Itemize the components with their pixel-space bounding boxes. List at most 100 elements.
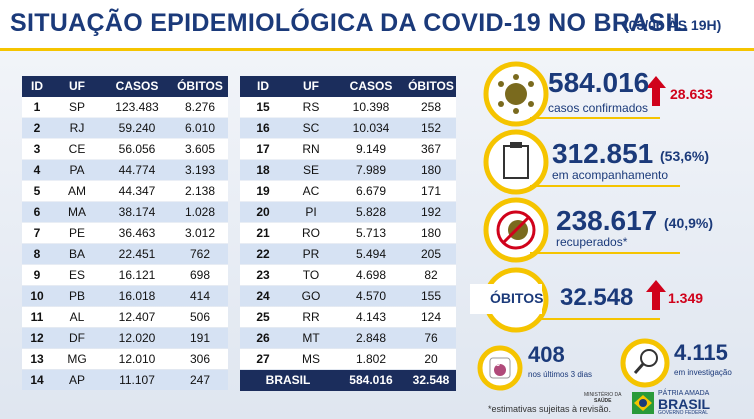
table-cell: 1.028: [184, 205, 216, 219]
table-cell: MS: [302, 352, 320, 366]
table-cell: 205: [420, 247, 442, 261]
table-cell: 192: [420, 205, 442, 219]
table-cell: 20: [424, 352, 438, 366]
table-cell: 44.347: [118, 184, 156, 198]
table-cell: GO: [301, 289, 321, 303]
table-cell: 1.802: [355, 352, 387, 366]
table-cell: 6: [33, 205, 41, 219]
recovered-value: 238.617: [556, 205, 658, 236]
table-row: [240, 139, 456, 159]
table-cell: 5.828: [355, 205, 387, 219]
table-cell: 15: [256, 100, 270, 114]
investigation-value: 4.115: [674, 340, 728, 365]
table-cell: AC: [302, 184, 320, 198]
table-cell: 56.056: [118, 142, 156, 156]
table-cell: ES: [68, 268, 85, 282]
table-cell: 11: [30, 310, 44, 324]
monitoring-label: em acompanhamento: [552, 168, 669, 182]
table-cell: PB: [68, 289, 85, 303]
table-cell: 4.698: [355, 268, 387, 282]
table-header: [22, 76, 228, 97]
table-cell: RS: [302, 100, 320, 114]
table-cell: 25: [256, 310, 270, 324]
table-cell: 12.020: [118, 331, 156, 345]
column-header: ÓBITOS: [408, 79, 454, 93]
table-cell: 506: [189, 310, 211, 324]
table-row: [240, 265, 456, 285]
brand-line: GOVERNO FEDERAL: [658, 410, 709, 416]
deaths-tag: ÓBITOS: [490, 290, 544, 306]
table-cell: 10: [30, 289, 44, 303]
table-row: [22, 118, 228, 138]
table-cell: 27: [256, 352, 270, 366]
table-cell: AL: [69, 310, 85, 324]
investigation-label: em investigação: [674, 368, 732, 377]
table-row: [22, 160, 228, 180]
table-cell: 2: [33, 121, 41, 135]
table-row: [240, 223, 456, 243]
table-cell: 2.138: [184, 184, 216, 198]
table-row: [240, 286, 456, 306]
brand: PÁTRIA AMADA BRASIL GOVERNO FEDERAL: [658, 390, 710, 416]
ministry: MINISTÉRIO DA SAÚDE: [584, 392, 622, 404]
table-row: [240, 244, 456, 264]
total-cell: 584.016: [349, 373, 393, 387]
table-cell: 367: [420, 142, 442, 156]
table-cell: 26: [256, 331, 270, 345]
table-cell: 14: [30, 373, 44, 387]
table-cell: 76: [424, 331, 438, 345]
table-cell: 9.149: [355, 142, 387, 156]
table-cell: 4.570: [355, 289, 387, 303]
table-cell: PR: [302, 247, 320, 261]
table-row: [22, 286, 228, 306]
table-cell: 36.463: [118, 226, 156, 240]
table-row: [22, 139, 228, 159]
column-header: CASOS: [115, 79, 159, 93]
table-cell: SC: [302, 121, 320, 135]
total-row: [240, 370, 456, 391]
table-cell: 38.174: [118, 205, 156, 219]
confirmed-label: casos confirmados: [548, 101, 649, 115]
table-cell: 3.605: [184, 142, 216, 156]
table-row: [22, 349, 228, 369]
table-cell: RR: [302, 310, 320, 324]
table-cell: 1: [33, 100, 41, 114]
table-cell: 155: [420, 289, 442, 303]
table-cell: 22: [256, 247, 270, 261]
table-cell: 3.193: [184, 163, 216, 177]
note: *estimativas sujeitas à revisão.: [488, 404, 612, 414]
table-cell: 12.010: [118, 352, 156, 366]
table-cell: TO: [302, 268, 320, 282]
table-cell: 8.276: [184, 100, 216, 114]
table-cell: 18: [256, 163, 270, 177]
table-cell: 7: [33, 226, 41, 240]
table-cell: 16.121: [118, 268, 156, 282]
table-cell: AM: [68, 184, 86, 198]
recovered-label: recuperados*: [556, 235, 628, 249]
table-cell: CE: [68, 142, 86, 156]
column-header: UF: [303, 79, 319, 93]
recent-label: nos últimos 3 dias: [528, 370, 593, 379]
table-row: [240, 307, 456, 327]
table-cell: 19: [256, 184, 270, 198]
table-cell: 22.451: [118, 247, 156, 261]
table-cell: 24: [256, 289, 270, 303]
calendar-day: 3: [496, 361, 500, 368]
table-cell: DF: [69, 331, 85, 345]
table-cell: RO: [302, 226, 320, 240]
table-cell: 2.848: [355, 331, 387, 345]
ministry-line: SAÚDE: [594, 398, 612, 404]
table-cell: PI: [305, 205, 317, 219]
underline: [530, 252, 680, 254]
table-cell: 59.240: [118, 121, 156, 135]
table-row: [240, 118, 456, 138]
table-cell: 762: [189, 247, 211, 261]
brand-line: PÁTRIA AMADA: [658, 390, 710, 397]
table-cell: MA: [68, 205, 86, 219]
table-row: [22, 223, 228, 243]
table-cell: 5: [33, 184, 41, 198]
table-cell: RJ: [69, 121, 85, 135]
table-cell: 3: [33, 142, 41, 156]
table-cell: MT: [302, 331, 320, 345]
